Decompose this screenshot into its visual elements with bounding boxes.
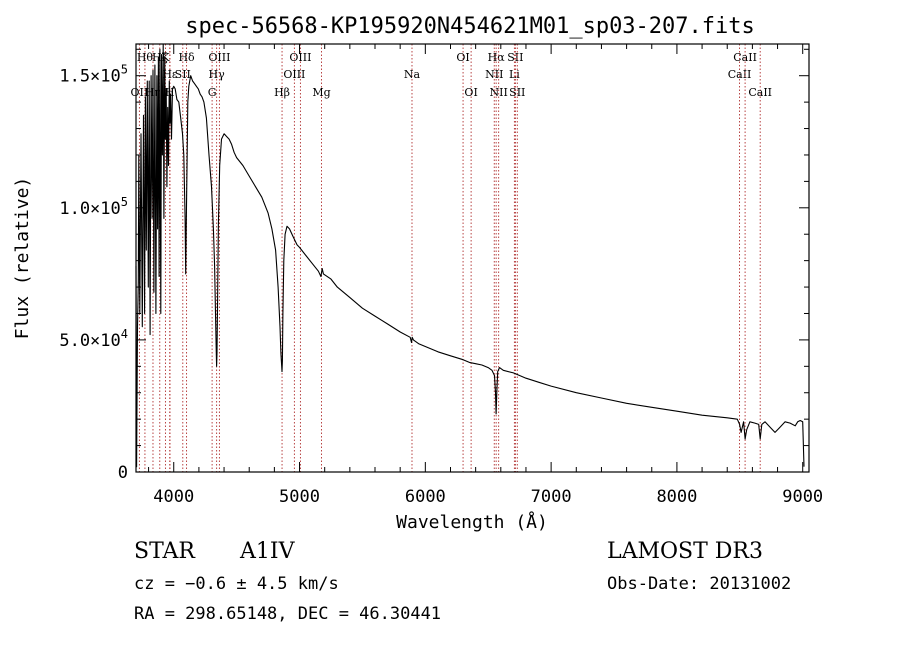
- marker-label: G: [208, 86, 217, 99]
- coordinates: RA = 298.65148, DEC = 46.30441: [134, 604, 442, 624]
- marker-label: SII: [509, 86, 525, 99]
- obs-date: Obs-Date: 20131002: [607, 574, 792, 594]
- y-axis-label: Flux (relative): [12, 177, 33, 340]
- x-axis: 4000 5000 6000 7000 8000 9000: [148, 44, 823, 507]
- y-tick-mantissa: 5.0×10: [59, 331, 120, 351]
- y-tick-mantissa: 1.0×10: [59, 199, 120, 219]
- y-tick-exponent: 4: [121, 327, 128, 341]
- y-tick-label: 1.5×105: [59, 63, 128, 87]
- y-tick-exponent: 5: [121, 63, 128, 77]
- marker-label: Hδ: [178, 51, 195, 64]
- y-tick-mantissa: 0: [118, 463, 128, 483]
- plot-frame: [135, 43, 810, 473]
- marker-label: CaII: [728, 68, 752, 81]
- redshift-text: cz = −0.6 ± 4.5 km/s: [134, 574, 339, 594]
- y-tick-label: 1.0×105: [59, 195, 128, 219]
- marker-label: OII: [131, 86, 149, 99]
- marker-label: OIII: [208, 51, 230, 64]
- x-tick-label: 7000: [531, 487, 572, 507]
- x-tick-label: 9000: [782, 487, 823, 507]
- marker-label: SII: [507, 51, 523, 64]
- marker-label: Hβ: [274, 86, 290, 99]
- x-tick-label: 6000: [405, 487, 446, 507]
- y-tick-label: 0: [118, 463, 128, 483]
- y-tick-label: 5.0×104: [59, 327, 128, 351]
- marker-label: Na: [404, 68, 421, 81]
- marker-label: NII: [490, 86, 508, 99]
- marker-label: NII: [485, 68, 503, 81]
- marker-label: Hγ: [209, 68, 226, 81]
- x-tick-label: 8000: [656, 487, 697, 507]
- x-tick-label: 4000: [153, 487, 194, 507]
- series-layer: [135, 43, 805, 468]
- marker-label: OI: [464, 86, 477, 99]
- marker-label: OIII: [283, 68, 305, 81]
- marker-label: SII: [175, 68, 191, 81]
- object-class: STAR: [134, 539, 195, 564]
- marker-label: CaII: [748, 86, 772, 99]
- x-axis-label: Wavelength (Å): [396, 511, 548, 533]
- marker-label: Hε: [162, 68, 178, 81]
- x-tick-label: 5000: [279, 487, 320, 507]
- marker-label: OI: [456, 51, 469, 64]
- marker-label: Hθ: [137, 51, 154, 64]
- marker-label: CaII: [733, 51, 757, 64]
- y-tick-exponent: 5: [121, 195, 128, 209]
- marker-label: K: [161, 51, 170, 64]
- spectrum-line: [135, 43, 805, 468]
- object-subclass: A1IV: [240, 539, 295, 564]
- y-tick-mantissa: 1.5×10: [59, 67, 120, 87]
- marker-label: Li: [509, 68, 520, 81]
- line-markers: OIIHθHηHζKHHεSIIHδHγGOIIIHβOIIIOIIIMgNaO…: [131, 44, 772, 472]
- survey-name: LAMOST DR3: [607, 539, 763, 564]
- chart-title: spec-56568-KP195920N454621M01_sp03-207.f…: [185, 14, 755, 39]
- marker-label: Hα: [488, 51, 506, 64]
- marker-label: OIII: [289, 51, 311, 64]
- marker-label: Mg: [312, 86, 330, 99]
